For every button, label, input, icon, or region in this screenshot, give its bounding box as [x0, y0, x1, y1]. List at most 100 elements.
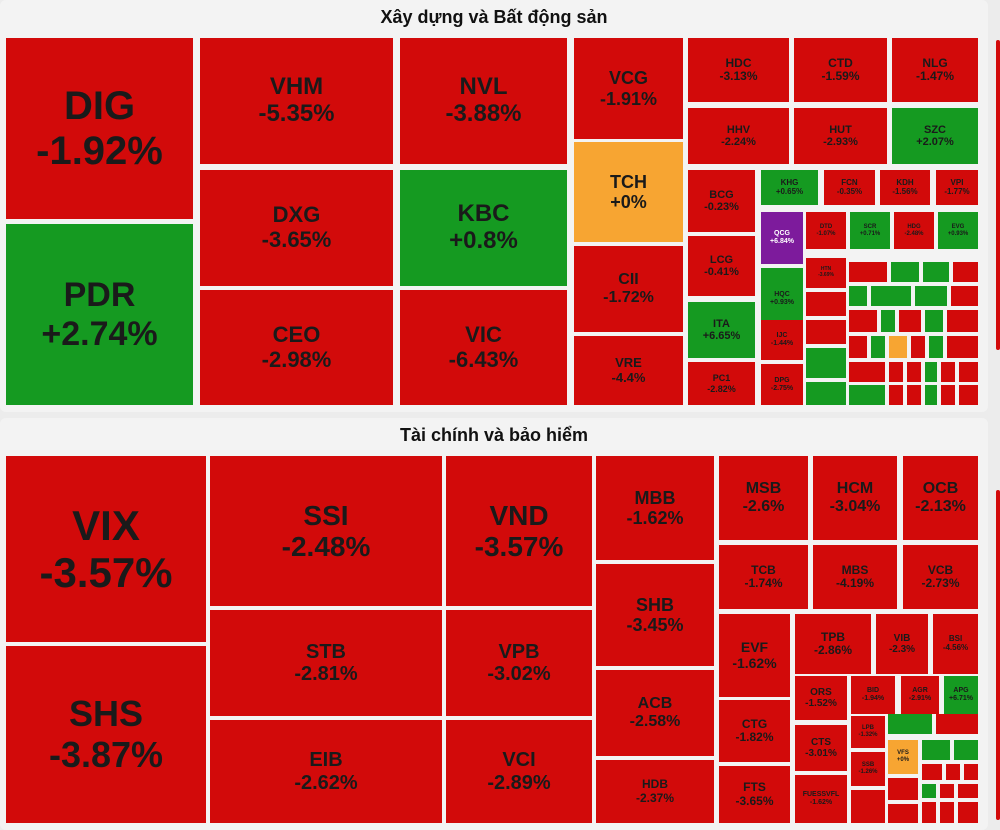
tile-htn[interactable]: HTN -3.69% — [806, 258, 846, 288]
tile-ita[interactable]: ITA +6.65% — [688, 302, 755, 358]
tile-pc1[interactable]: PC1 -2.82% — [688, 362, 755, 405]
tile-minor[interactable] — [929, 336, 943, 358]
tile-minor[interactable] — [849, 385, 885, 405]
tile-eib[interactable]: EIB -2.62% — [210, 720, 442, 823]
tile-vpi[interactable]: VPI -1.77% — [936, 170, 978, 205]
tile-dxg[interactable]: DXG -3.65% — [200, 170, 393, 286]
tile-vib[interactable]: VIB -2.3% — [876, 614, 928, 674]
tile-ceo[interactable]: CEO -2.98% — [200, 290, 393, 405]
tile-dig[interactable]: DIG -1.92% — [6, 38, 193, 219]
tile-minor[interactable] — [849, 286, 867, 306]
tile-minor[interactable] — [958, 802, 978, 823]
tile-hdg[interactable]: HDG -2.48% — [894, 212, 934, 249]
tile-dtd[interactable]: DTD -1.07% — [806, 212, 846, 249]
tile-evg[interactable]: EVG +0.93% — [938, 212, 978, 249]
tile-ocb[interactable]: OCB -2.13% — [903, 456, 978, 540]
tile-agr[interactable]: AGR -2.91% — [901, 676, 939, 714]
tile-minor[interactable] — [947, 336, 978, 358]
tile-minor[interactable] — [907, 385, 921, 405]
tile-minor[interactable] — [951, 286, 978, 306]
tile-khg[interactable]: KHG +0.65% — [761, 170, 818, 205]
tile-cii[interactable]: CII -1.72% — [574, 246, 683, 332]
tile-minor[interactable] — [925, 362, 937, 382]
tile-vix[interactable]: VIX -3.57% — [6, 456, 206, 642]
tile-fcn[interactable]: FCN -0.35% — [824, 170, 875, 205]
tile-vhm[interactable]: VHM -5.35% — [200, 38, 393, 164]
tile-apg[interactable]: APG +6.71% — [944, 676, 978, 714]
tile-shb[interactable]: SHB -3.45% — [596, 564, 714, 666]
tile-minor[interactable] — [806, 348, 846, 378]
tile-minor[interactable] — [936, 714, 978, 734]
tile-bid[interactable]: BID -1.94% — [851, 676, 895, 714]
tile-acb[interactable]: ACB -2.58% — [596, 670, 714, 756]
tile-minor[interactable] — [958, 784, 978, 798]
tile-minor[interactable] — [946, 764, 960, 780]
tile-ijc[interactable]: IJC -1.44% — [761, 320, 803, 360]
tile-minor[interactable] — [923, 262, 949, 282]
tile-tpb[interactable]: TPB -2.86% — [795, 614, 871, 674]
tile-ors[interactable]: ORS -1.52% — [795, 676, 847, 720]
tile-hdb[interactable]: HDB -2.37% — [596, 760, 714, 823]
tile-stb[interactable]: STB -2.81% — [210, 610, 442, 716]
tile-minor[interactable] — [849, 262, 887, 282]
tile-ctg[interactable]: CTG -1.82% — [719, 700, 790, 762]
tile-minor[interactable] — [940, 784, 954, 798]
tile-pdr[interactable]: PDR +2.74% — [6, 224, 193, 405]
tile-ssb[interactable]: SSB -1.26% — [851, 752, 885, 786]
tile-minor[interactable] — [947, 310, 978, 332]
tile-minor[interactable] — [941, 385, 955, 405]
tile-tch[interactable]: TCH +0% — [574, 142, 683, 242]
tile-mbb[interactable]: MBB -1.62% — [596, 456, 714, 560]
tile-minor[interactable] — [922, 802, 936, 823]
tile-minor[interactable] — [888, 804, 918, 823]
tile-minor[interactable] — [940, 802, 954, 823]
tile-minor[interactable] — [915, 286, 947, 306]
tile-minor[interactable] — [881, 310, 895, 332]
tile-nvl[interactable]: NVL -3.88% — [400, 38, 567, 164]
tile-minor[interactable] — [953, 262, 978, 282]
tile-minor[interactable] — [889, 362, 903, 382]
tile-minor[interactable] — [964, 764, 978, 780]
tile-msb[interactable]: MSB -2.6% — [719, 456, 808, 540]
tile-hdc[interactable]: HDC -3.13% — [688, 38, 789, 102]
tile-vci[interactable]: VCI -2.89% — [446, 720, 592, 823]
tile-nlg[interactable]: NLG -1.47% — [892, 38, 978, 102]
tile-hcm[interactable]: HCM -3.04% — [813, 456, 897, 540]
tile-tcb[interactable]: TCB -1.74% — [719, 545, 808, 609]
tile-mbs[interactable]: MBS -4.19% — [813, 545, 897, 609]
tile-minor[interactable] — [849, 362, 885, 382]
tile-bcg[interactable]: BCG -0.23% — [688, 170, 755, 232]
tile-qcg[interactable]: QCG +6.84% — [761, 212, 803, 264]
tile-vcg[interactable]: VCG -1.91% — [574, 38, 683, 139]
tile-minor[interactable] — [806, 382, 846, 405]
tile-evf[interactable]: EVF -1.62% — [719, 614, 790, 697]
tile-minor[interactable] — [907, 362, 921, 382]
tile-hqc[interactable]: HQC +0.93% — [761, 268, 803, 330]
tile-vnd[interactable]: VND -3.57% — [446, 456, 592, 606]
tile-vcb[interactable]: VCB -2.73% — [903, 545, 978, 609]
tile-fts[interactable]: FTS -3.65% — [719, 766, 790, 823]
tile-lcg[interactable]: LCG -0.41% — [688, 236, 755, 296]
tile-kbc[interactable]: KBC +0.8% — [400, 170, 567, 286]
tile-szc[interactable]: SZC +2.07% — [892, 108, 978, 164]
tile-cts[interactable]: CTS -3.01% — [795, 725, 847, 771]
tile-minor[interactable] — [899, 310, 921, 332]
tile-minor[interactable] — [891, 262, 919, 282]
tile-minor[interactable] — [925, 385, 937, 405]
tile-hhv[interactable]: HHV -2.24% — [688, 108, 789, 164]
tile-shs[interactable]: SHS -3.87% — [6, 646, 206, 823]
tile-minor[interactable] — [871, 336, 885, 358]
tile-vfs[interactable]: VFS +0% — [888, 740, 918, 774]
tile-minor[interactable] — [806, 292, 846, 316]
tile-dpg[interactable]: DPG -2.75% — [761, 364, 803, 405]
tile-minor[interactable] — [925, 310, 943, 332]
tile-minor[interactable] — [849, 336, 867, 358]
tile-vpb[interactable]: VPB -3.02% — [446, 610, 592, 716]
tile-vre[interactable]: VRE -4.4% — [574, 336, 683, 405]
tile-minor[interactable] — [941, 362, 955, 382]
tile-vic[interactable]: VIC -6.43% — [400, 290, 567, 405]
tile-bsi[interactable]: BSI -4.56% — [933, 614, 978, 674]
tile-minor[interactable] — [954, 740, 978, 760]
tile-minor[interactable] — [888, 778, 918, 800]
tile-minor[interactable] — [851, 790, 885, 823]
